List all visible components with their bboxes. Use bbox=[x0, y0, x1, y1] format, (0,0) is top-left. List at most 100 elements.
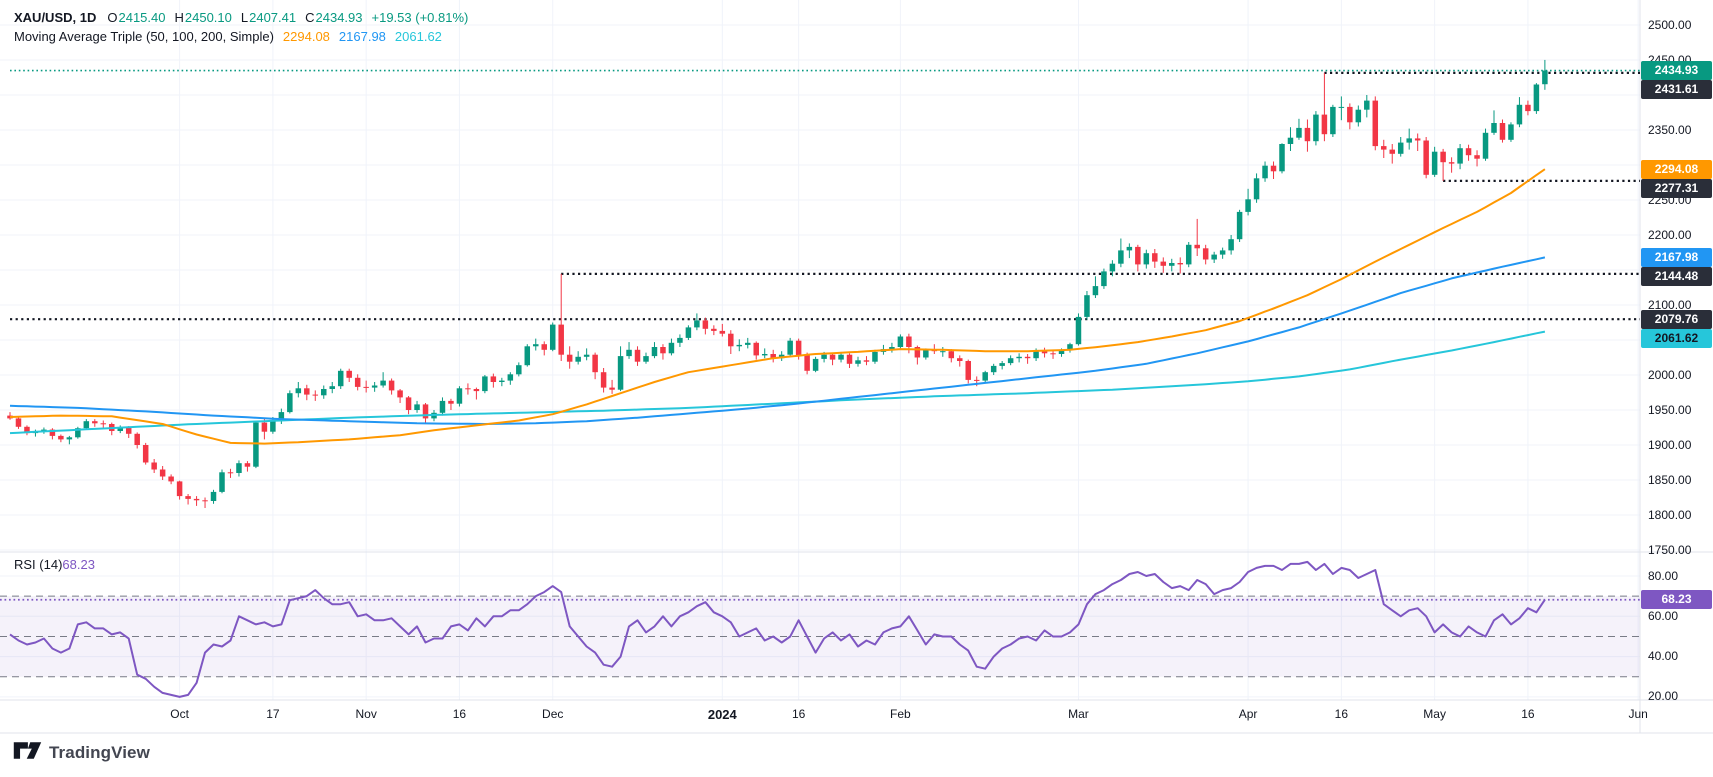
candle-body bbox=[1075, 316, 1082, 345]
candle-body bbox=[753, 342, 759, 356]
candle-body bbox=[1169, 263, 1175, 266]
candle-body bbox=[1474, 155, 1480, 159]
candle-body bbox=[1143, 253, 1150, 265]
candle-body bbox=[821, 354, 827, 359]
candle-body bbox=[202, 500, 208, 502]
candle-body bbox=[66, 437, 73, 440]
time-tick-label: Oct bbox=[170, 707, 189, 721]
candle-body bbox=[1024, 356, 1031, 359]
time-tick-label: 2024 bbox=[707, 707, 737, 722]
time-tick-label: May bbox=[1423, 707, 1446, 721]
candle-body bbox=[422, 404, 429, 419]
candle-body bbox=[278, 412, 285, 421]
candle-body bbox=[1516, 104, 1523, 125]
candle-body bbox=[1508, 124, 1514, 140]
candle-body bbox=[1364, 100, 1370, 110]
candle-body bbox=[329, 386, 335, 389]
candle-body bbox=[1177, 263, 1183, 265]
candle-body bbox=[982, 372, 988, 381]
time-tick-label: 17 bbox=[266, 707, 280, 721]
time-tick-label: Feb bbox=[890, 707, 911, 721]
candle-body bbox=[482, 376, 488, 392]
candle-body bbox=[1499, 123, 1506, 140]
candle-body bbox=[999, 363, 1005, 366]
legend-text: Moving Average Triple (50, 100, 200, Sim… bbox=[14, 29, 274, 44]
candle-body bbox=[634, 349, 641, 362]
candle-body bbox=[1160, 261, 1167, 266]
legend-text: 2061.62 bbox=[394, 29, 442, 44]
candle-body bbox=[456, 388, 463, 404]
candle-body bbox=[507, 374, 514, 381]
candle-body bbox=[1338, 106, 1345, 108]
legend-text: 68.23 bbox=[62, 557, 95, 572]
candle-body bbox=[1406, 138, 1412, 143]
candle-body bbox=[193, 498, 200, 501]
symbol-ohlc-row[interactable]: XAU/USD, 1D O2415.40 H2450.10 L2407.41 C2434… bbox=[14, 8, 468, 27]
candle-body bbox=[1355, 109, 1362, 123]
time-tick-label: 16 bbox=[1334, 707, 1349, 721]
candle-body bbox=[533, 344, 539, 347]
tradingview-footer[interactable]: TradingView bbox=[13, 741, 150, 764]
candle-body bbox=[617, 356, 624, 390]
price-tick-label: 80.00 bbox=[1648, 568, 1679, 583]
candle-body bbox=[1287, 137, 1294, 144]
candle-body bbox=[1101, 271, 1107, 287]
candle-body bbox=[499, 380, 505, 382]
price-axis-badge: 2167.98 bbox=[1641, 247, 1712, 267]
candle-body bbox=[125, 427, 132, 434]
legend-text: 2407.41 bbox=[249, 10, 297, 25]
candle-body bbox=[897, 336, 904, 347]
price-tick-label: 1850.00 bbox=[1648, 472, 1692, 487]
price-tick-label: 40.00 bbox=[1648, 649, 1679, 664]
candle-body bbox=[516, 365, 522, 375]
candle-body bbox=[1084, 295, 1090, 317]
candle-body bbox=[524, 346, 531, 366]
ma50-line bbox=[9, 168, 1546, 445]
candle-body bbox=[1372, 100, 1379, 147]
candle-body bbox=[702, 320, 709, 329]
candle-body bbox=[473, 389, 480, 392]
candle-body bbox=[346, 370, 352, 378]
candle-body bbox=[1397, 142, 1404, 154]
symbol-legend: XAU/USD, 1D O2415.40 H2450.10 L2407.41 C2434… bbox=[14, 8, 468, 46]
ma-indicator-row[interactable]: Moving Average Triple (50, 100, 200, Sim… bbox=[14, 27, 468, 46]
candle-body bbox=[1525, 104, 1531, 112]
price-axis-badge: 2431.61 bbox=[1641, 80, 1712, 100]
candle-body bbox=[270, 420, 276, 432]
candle-body bbox=[1465, 148, 1472, 156]
candle-body bbox=[889, 347, 895, 350]
candle-body bbox=[414, 404, 420, 410]
candle-body bbox=[795, 340, 802, 356]
tradingview-logo-icon bbox=[13, 742, 42, 759]
candle-body bbox=[1431, 151, 1438, 175]
time-tick-label: Jun bbox=[1628, 707, 1648, 721]
price-tick-label: 1750.00 bbox=[1648, 542, 1692, 557]
candle-body bbox=[1152, 253, 1158, 262]
candle-body bbox=[1491, 123, 1497, 133]
time-tick-label: 16 bbox=[1521, 707, 1535, 721]
candle-body bbox=[948, 351, 955, 359]
candle-body bbox=[159, 469, 166, 477]
candle-body bbox=[745, 342, 751, 345]
candle-body bbox=[829, 354, 836, 360]
candle-body bbox=[575, 356, 581, 362]
candle-body bbox=[1304, 127, 1311, 142]
candle-body bbox=[600, 372, 607, 388]
candle-body bbox=[787, 340, 793, 355]
candle-body bbox=[914, 347, 921, 358]
candle-body bbox=[100, 423, 107, 425]
candle-body bbox=[151, 462, 157, 470]
rsi-indicator-row[interactable]: RSI (14)68.23 bbox=[14, 557, 95, 572]
ma100-line bbox=[9, 256, 1546, 425]
candle-body bbox=[1211, 254, 1217, 260]
time-tick-label: Dec bbox=[542, 707, 564, 721]
candle-body bbox=[973, 379, 980, 381]
candle-body bbox=[957, 358, 963, 361]
candle-body bbox=[142, 445, 149, 463]
price-tick-label: 2350.00 bbox=[1648, 122, 1692, 137]
candle-body bbox=[541, 344, 547, 350]
price-tick-label: 20.00 bbox=[1648, 689, 1679, 704]
candle-body bbox=[1135, 246, 1141, 265]
candle-body bbox=[1423, 140, 1429, 175]
